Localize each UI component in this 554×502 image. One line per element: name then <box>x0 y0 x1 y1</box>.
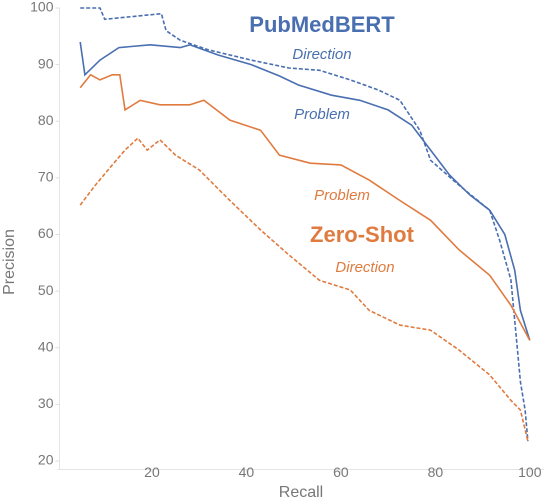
y-tick-label: 30 <box>38 395 54 411</box>
x-axis-label: Recall <box>279 484 323 501</box>
x-tick-label: 60 <box>333 464 349 480</box>
x-tick-label: 80 <box>428 464 444 480</box>
series-label: Direction <box>292 46 351 63</box>
group-label: PubMedBERT <box>249 12 395 37</box>
series-label: Problem <box>314 187 370 204</box>
y-tick-label: 100 <box>30 0 54 15</box>
line-series <box>80 7 529 442</box>
x-tick-label: 40 <box>239 464 255 480</box>
y-tick-label: 90 <box>38 55 54 71</box>
x-tick-label: 20 <box>144 464 160 480</box>
y-tick-label: 60 <box>38 225 54 241</box>
group-label: Zero-Shot <box>310 222 415 247</box>
series-label: Problem <box>294 106 350 123</box>
y-tick-label: 70 <box>38 169 54 185</box>
line-series <box>79 41 531 341</box>
series-label: Direction <box>335 259 394 276</box>
y-tick-label: 20 <box>38 452 54 468</box>
y-tick-label: 40 <box>38 338 54 354</box>
line-series <box>79 137 529 442</box>
y-tick-label: 80 <box>38 112 54 128</box>
x-tick-label: 100 <box>518 464 542 480</box>
y-tick-label: 50 <box>38 282 54 298</box>
line-series <box>79 73 531 341</box>
y-axis-label: Precision <box>1 229 18 295</box>
